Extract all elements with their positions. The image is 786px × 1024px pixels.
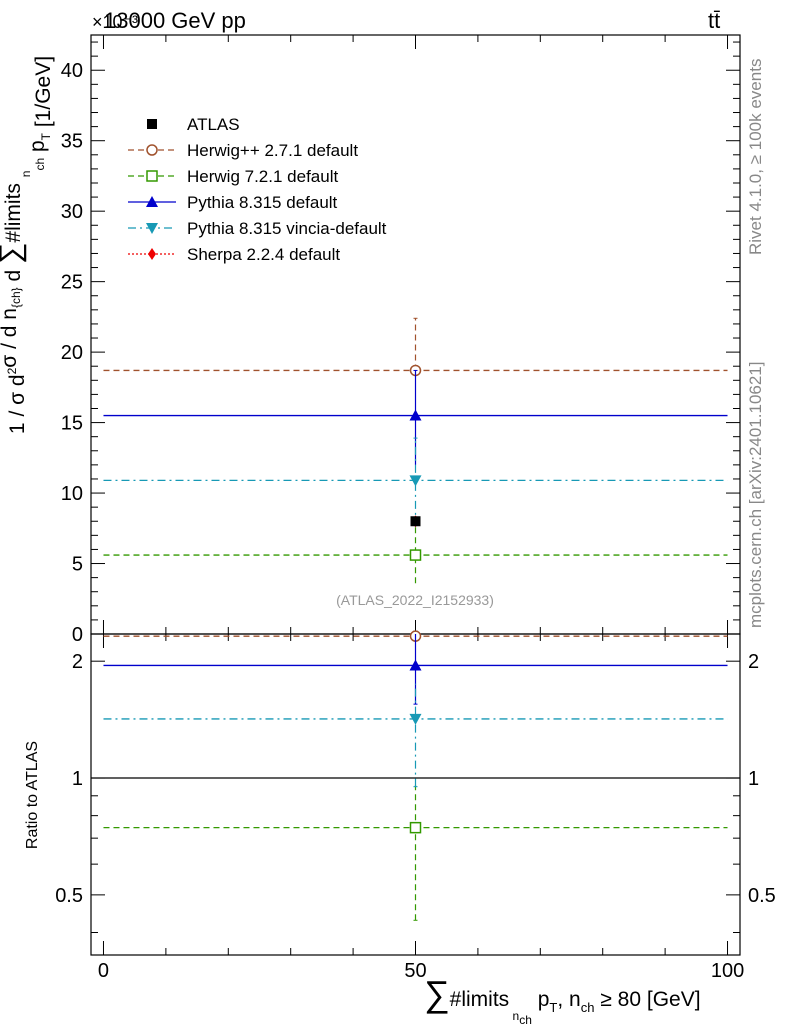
y-tick-label-ratio-right: 1: [748, 768, 759, 790]
y-tick-label-ratio-right: 0.5: [748, 885, 776, 907]
legend-label-pythia-8-315-default: Pythia 8.315 default: [187, 193, 338, 212]
y-tick-label-main-zero: 0: [72, 624, 83, 646]
ratio-point-herwig-7-2-1-default: [409, 821, 422, 834]
x-tick-label: 50: [404, 960, 426, 982]
ratio-point-pythia-8-315-vincia-default: [409, 713, 422, 725]
point-pythia-8-315-vincia-default: [409, 475, 422, 487]
process-label: tt̄: [708, 8, 721, 33]
x-tick-label: 0: [98, 960, 109, 982]
y-tick-label-main: 10: [61, 483, 83, 505]
y-tick-label-ratio: 2: [72, 651, 83, 673]
legend-marker-herwig-2-7-1-default: [146, 144, 158, 156]
energy-label: 13000 GeV pp: [104, 8, 246, 33]
y-tick-label-main: 20: [61, 342, 83, 364]
y-tick-label-ratio: 0.5: [55, 885, 83, 907]
legend-marker-atlas: [147, 119, 157, 129]
mcplots-label: mcplots.cern.ch [arXiv:2401.10621]: [746, 361, 765, 628]
point-herwig-7-2-1-default: [409, 549, 422, 561]
legend-label-pythia-8-315-vincia-default: Pythia 8.315 vincia-default: [187, 219, 387, 238]
ratio-point-pythia-8-315-default: [409, 659, 422, 671]
y-tick-label-ratio: 1: [72, 768, 83, 790]
y-tick-label-main: 30: [61, 201, 83, 223]
legend-marker-sherpa-2-2-4-default: [148, 248, 156, 260]
y-tick-label-main: 40: [61, 60, 83, 82]
legend-label-atlas: ATLAS: [187, 115, 240, 134]
y-tick-label-ratio-right: 2: [748, 651, 759, 673]
analysis-label: (ATLAS_2022_I2152933): [336, 592, 494, 608]
x-axis-label: ∑#limits nch pT, nch ≥ 80 [GeV]: [424, 973, 701, 1024]
legend-marker-pythia-8-315-default: [146, 196, 158, 207]
legend-label-herwig-7-2-1-default: Herwig 7.2.1 default: [187, 167, 338, 186]
legend-label-sherpa-2-2-4-default: Sherpa 2.2.4 default: [187, 245, 340, 264]
point-pythia-8-315-default: [409, 409, 422, 421]
legend-marker-herwig-7-2-1-default: [146, 170, 158, 182]
y-tick-label-main: 25: [61, 272, 83, 294]
point-atlas: [410, 516, 421, 527]
legend-marker-pythia-8-315-vincia-default: [146, 223, 158, 234]
x-tick-label: 100: [711, 960, 744, 982]
legend-label-herwig-2-7-1-default: Herwig++ 2.7.1 default: [187, 141, 358, 160]
y-tick-label-main: 5: [72, 554, 83, 576]
y-axis-label-ratio: Ratio to ATLAS: [24, 741, 41, 849]
y-tick-label-main: 15: [61, 413, 83, 435]
exponent-label: ×10⁻³: [92, 12, 139, 32]
y-tick-label-main: 35: [61, 131, 83, 153]
y-axis-label-main: 1 / σ d2σ / d n{ch} d ∑#limits nch pT [1…: [0, 56, 55, 434]
rivet-label: Rivet 4.1.0, ≥ 100k events: [746, 58, 765, 255]
